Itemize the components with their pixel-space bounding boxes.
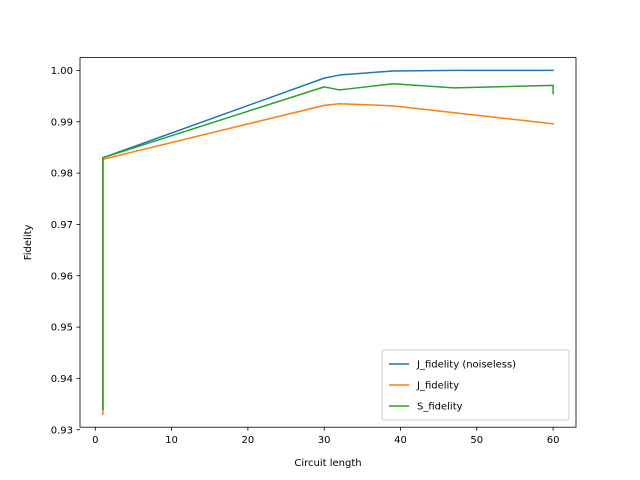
x-tick-label: 60 <box>547 435 560 446</box>
plot-area-frame <box>79 57 577 428</box>
legend-box <box>381 349 570 421</box>
series-layer <box>102 69 554 416</box>
y-axis-label: Fidelity <box>23 224 34 260</box>
x-tick-label: 30 <box>318 435 331 446</box>
legend: J_fidelity (noiseless) J_fidelity S_fideli… <box>381 349 570 421</box>
legend-label-0: J_fidelity (noiseless) <box>416 360 516 371</box>
x-axis-label: Circuit length <box>294 458 361 469</box>
y-tick-label: 1.00 <box>51 66 73 77</box>
series-line-2 <box>102 83 554 410</box>
x-tick-label: 0 <box>92 435 98 446</box>
ticks-layer: 0 10 20 30 40 50 60 0.93 0.94 0.95 0.96 0.97 0.98 0.9… <box>51 66 560 446</box>
y-tick-label: 0.93 <box>51 425 73 436</box>
x-tick-label: 20 <box>242 435 255 446</box>
x-tick-label: 40 <box>394 435 407 446</box>
x-tick-label: 50 <box>470 435 483 446</box>
y-tick-label: 0.97 <box>51 220 73 231</box>
y-tick-label: 0.95 <box>51 323 73 334</box>
y-tick-label: 0.98 <box>51 169 73 180</box>
y-tick-label: 0.94 <box>51 374 73 385</box>
legend-label-2: S_fidelity <box>417 402 463 413</box>
y-tick-label: 0.96 <box>51 271 73 282</box>
legend-label-1: J_fidelity <box>416 381 459 392</box>
y-tick-label: 0.99 <box>51 117 73 128</box>
x-tick-label: 10 <box>165 435 178 446</box>
